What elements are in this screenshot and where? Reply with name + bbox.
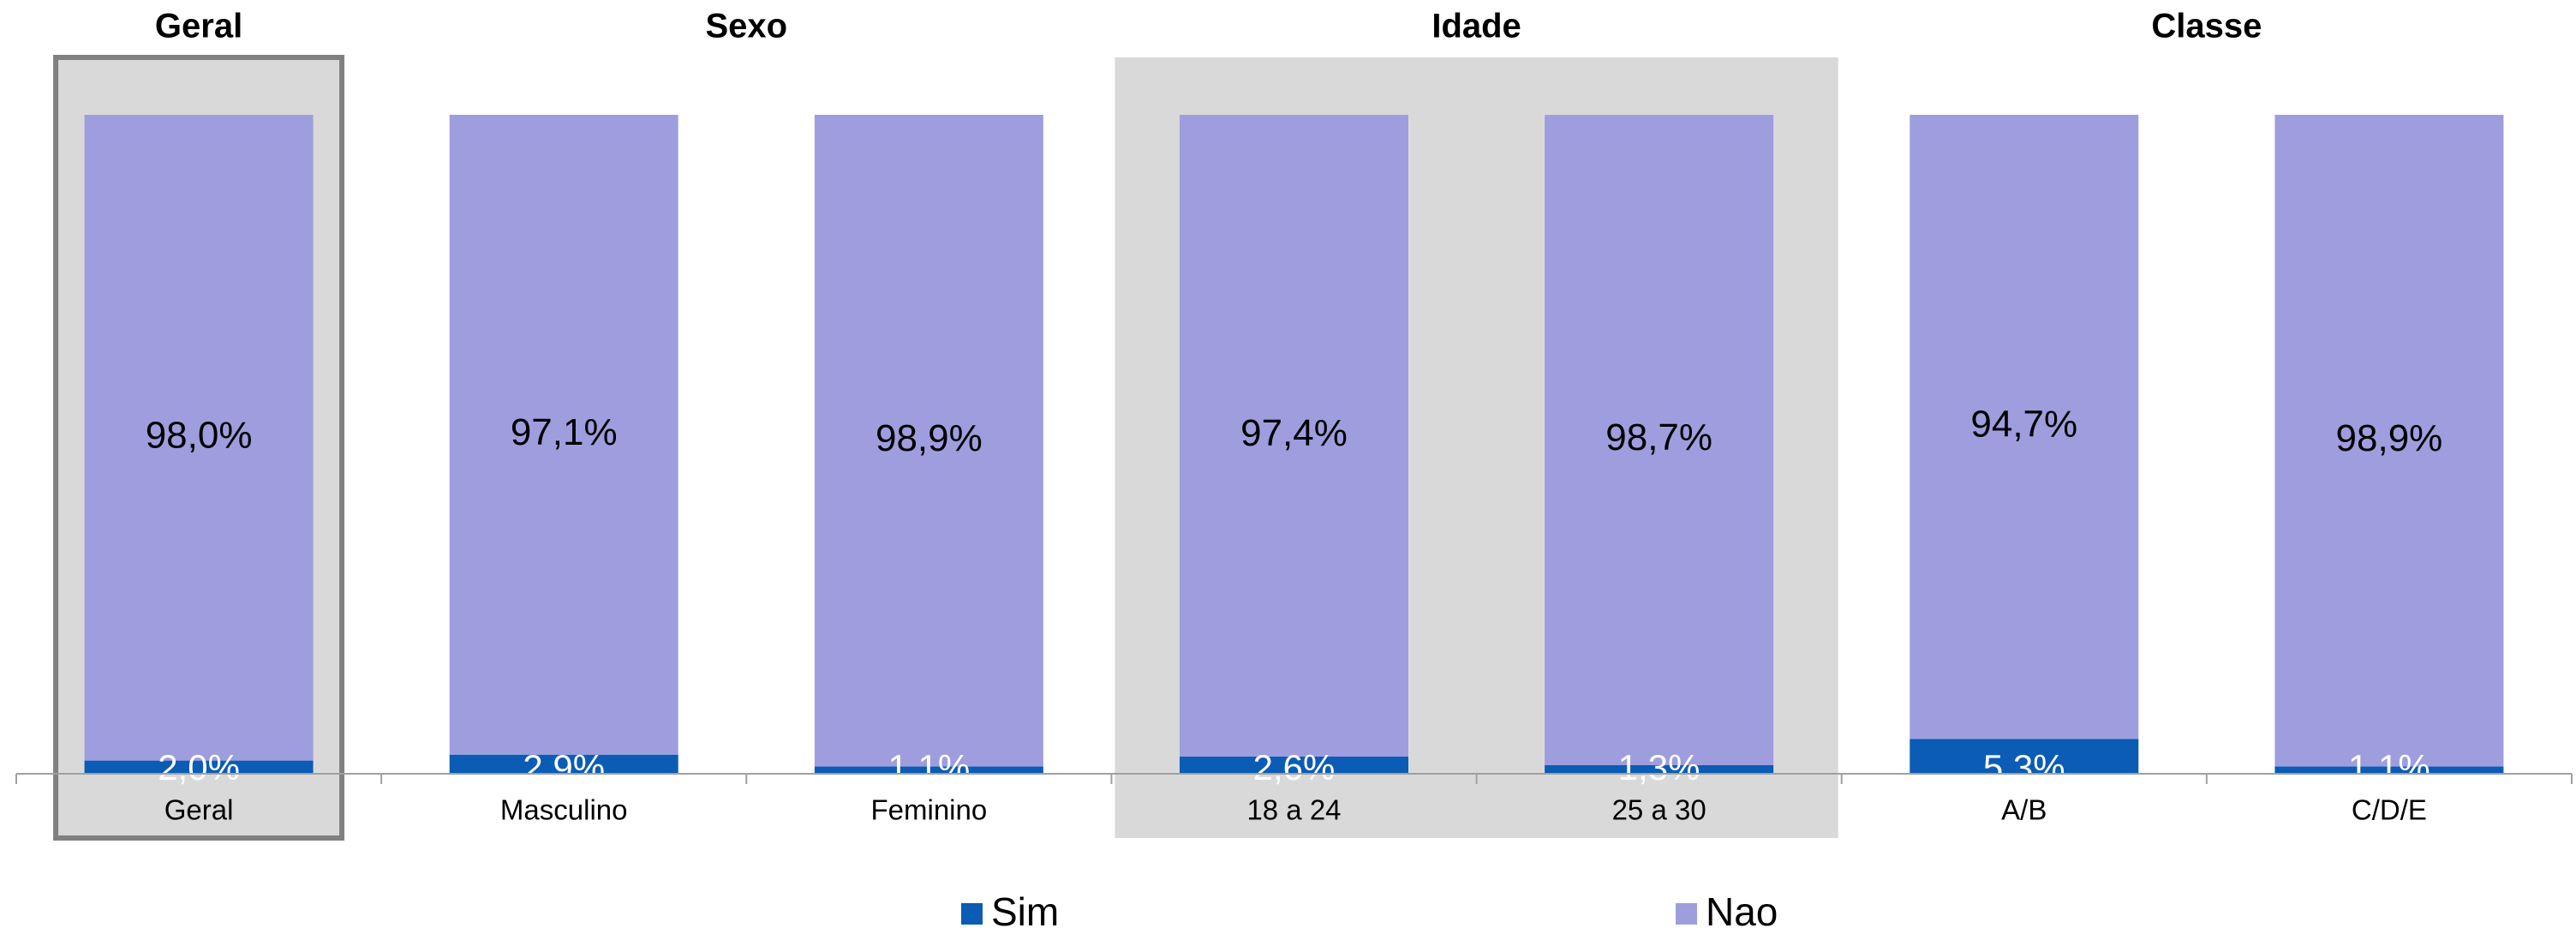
data-label: 5,3% [1983, 747, 2065, 787]
bar-segment [1545, 765, 1774, 774]
legend-swatch [961, 903, 983, 925]
bar-segment [2274, 115, 2504, 767]
group-title: Classe [2151, 8, 2262, 45]
x-tick-label: 25 a 30 [1612, 794, 1706, 826]
bar-segment [1180, 757, 1408, 774]
legend-label: Nao [1706, 889, 1778, 934]
x-tick-label: A/B [2001, 794, 2047, 826]
legend-swatch [1676, 903, 1697, 925]
bar-segment [84, 115, 314, 761]
data-label: 1,1% [2348, 747, 2430, 787]
bar-segment [84, 760, 314, 774]
bar-segment [1910, 115, 2139, 739]
data-label: 98,7% [1605, 416, 1712, 458]
group-title: Idade [1431, 8, 1521, 45]
data-label: 2,0% [158, 747, 240, 787]
bar-segment [449, 754, 678, 774]
data-label: 2,9% [523, 747, 605, 787]
bar-segment [814, 766, 1043, 774]
x-tick-label: 18 a 24 [1246, 794, 1341, 826]
group-title: Sexo [705, 8, 787, 45]
bar-segment [449, 115, 678, 755]
bar-segment [1180, 115, 1408, 757]
legend-label: Sim [991, 889, 1059, 934]
data-label: 94,7% [1970, 404, 2077, 446]
x-tick-label: Feminino [870, 794, 987, 826]
bar-segment [814, 115, 1043, 767]
data-label: 97,1% [511, 411, 618, 453]
bar-segment [1545, 115, 1774, 766]
data-label: 1,1% [888, 747, 970, 787]
data-label: 98,0% [146, 414, 253, 456]
data-label: 98,9% [876, 417, 983, 459]
x-tick-label: Masculino [500, 794, 628, 826]
group-title: Geral [155, 8, 242, 45]
x-tick-label: Geral [164, 794, 234, 826]
data-label: 97,4% [1240, 412, 1348, 454]
bar-segment [2274, 766, 2504, 774]
data-label: 98,9% [2336, 417, 2443, 459]
bar-segment [1910, 739, 2139, 774]
x-tick-label: C/D/E [2352, 794, 2427, 826]
data-label: 1,3% [1618, 747, 1700, 787]
data-label: 2,6% [1253, 747, 1336, 787]
